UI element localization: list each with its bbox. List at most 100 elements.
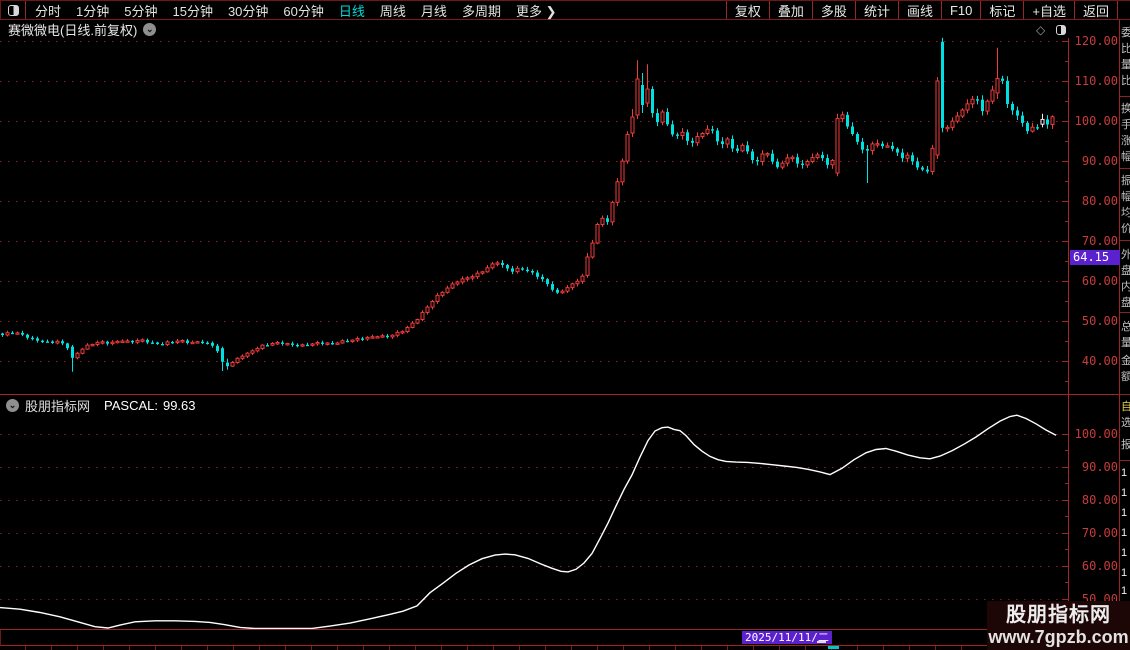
clipped-text-fragment: 1 bbox=[1121, 585, 1128, 597]
candle-body-up bbox=[955, 115, 960, 122]
clipped-marker bbox=[828, 646, 839, 649]
clipped-text-fragment: 幅 bbox=[1121, 152, 1130, 163]
half-filled-square-icon bbox=[7, 4, 19, 16]
toolbar-button[interactable]: 叠加 bbox=[768, 1, 812, 19]
candle-body-down bbox=[881, 143, 884, 147]
candle-body-down bbox=[666, 112, 669, 125]
candle-body-up bbox=[945, 126, 950, 130]
candle-body-down bbox=[651, 89, 654, 114]
candle-body-down bbox=[331, 343, 334, 345]
toolbar-button[interactable]: F10 bbox=[940, 1, 980, 19]
y-axis-label: 120.00 bbox=[1074, 34, 1118, 48]
candle-body-down bbox=[861, 141, 864, 150]
candle-body-down bbox=[531, 270, 534, 273]
candle-body-up bbox=[375, 336, 380, 339]
candle-body-down bbox=[526, 269, 529, 272]
candle-body-down bbox=[941, 41, 944, 128]
toolbar-button[interactable]: 统计 bbox=[854, 1, 898, 19]
candle-body-up bbox=[235, 357, 240, 363]
diamond-icon[interactable]: ◇ bbox=[1036, 23, 1046, 37]
candle-body-down bbox=[151, 342, 154, 344]
chart-titlebar: 赛微微电(日线.前复权) ⌄ ◇ bbox=[0, 20, 1130, 38]
candle-body-up bbox=[1030, 126, 1035, 132]
candle-body-down bbox=[536, 272, 539, 277]
chevron-down-circle-icon[interactable]: ⌄ bbox=[6, 398, 19, 412]
candle-body-up bbox=[190, 341, 195, 345]
candle-body-up bbox=[630, 116, 635, 134]
candle-body-up bbox=[355, 337, 360, 341]
candle-body-up bbox=[585, 256, 590, 276]
candle-body-up bbox=[125, 340, 130, 343]
period-tab[interactable]: 周线 bbox=[379, 3, 406, 19]
candle-body-up bbox=[445, 287, 450, 293]
candle-body-down bbox=[691, 140, 694, 143]
candle-body-up bbox=[765, 153, 770, 156]
clipped-text-fragment: 1 bbox=[1121, 487, 1128, 499]
candle-body-down bbox=[186, 340, 189, 343]
clipped-text-fragment: 1 bbox=[1121, 527, 1128, 539]
candle-body-down bbox=[386, 335, 389, 338]
candle-body-down bbox=[1026, 122, 1029, 132]
clipped-text-fragment: 选 bbox=[1121, 418, 1130, 429]
toolbar-button[interactable]: +自选 bbox=[1023, 1, 1074, 19]
y-axis-label: 80.00 bbox=[1081, 194, 1118, 208]
period-tab[interactable]: 5分钟 bbox=[124, 3, 158, 19]
candle-body-down bbox=[896, 148, 899, 153]
candle-body-down bbox=[291, 343, 294, 345]
candle-body-down bbox=[1016, 110, 1019, 116]
time-axis[interactable] bbox=[0, 629, 1130, 646]
candle-body-up bbox=[75, 352, 80, 359]
clipped-quote-strip[interactable]: 委比量比换手涨幅振幅均价外盘内盘总量金额自选报1111111 bbox=[1119, 0, 1130, 650]
candle-body-up bbox=[835, 118, 840, 174]
toolbar-button[interactable]: 标记 bbox=[980, 1, 1023, 19]
y-axis-label: 60.00 bbox=[1081, 559, 1118, 573]
candle-body-down bbox=[771, 153, 774, 162]
candle-body-up bbox=[285, 342, 290, 346]
period-tab[interactable]: 更多 ❯ bbox=[515, 3, 557, 19]
period-tab[interactable]: 分时 bbox=[35, 3, 62, 19]
candle-body-down bbox=[156, 342, 159, 344]
toolbar-button[interactable]: 多股 bbox=[811, 1, 855, 19]
window-layout-button[interactable] bbox=[1, 1, 26, 19]
half-filled-square-icon[interactable] bbox=[1056, 25, 1066, 37]
candle-body-down bbox=[346, 340, 349, 343]
candle-body-up bbox=[430, 300, 435, 308]
candle-body-down bbox=[1006, 80, 1009, 104]
period-tab[interactable]: 日线 bbox=[338, 3, 365, 19]
candle-body-down bbox=[106, 341, 109, 344]
candle-body-up bbox=[450, 283, 455, 289]
candle-body-down bbox=[606, 218, 609, 222]
period-tab[interactable]: 多周期 bbox=[461, 3, 501, 19]
period-tab[interactable]: 30分钟 bbox=[227, 3, 269, 19]
candle-body-up bbox=[180, 339, 185, 343]
candle-body-up bbox=[15, 332, 20, 335]
candle-body-down bbox=[776, 161, 779, 168]
candle-body-down bbox=[641, 85, 644, 105]
toolbar-button[interactable]: 画线 bbox=[897, 1, 941, 19]
clipped-text-fragment: 量 bbox=[1121, 338, 1130, 349]
candle-body-down bbox=[676, 134, 679, 136]
candle-body-up bbox=[935, 80, 940, 156]
toolbar-button[interactable]: 复权 bbox=[725, 1, 769, 19]
candle-body-down bbox=[36, 338, 39, 341]
chevron-down-circle-icon[interactable]: ⌄ bbox=[143, 22, 157, 36]
clipped-text-fragment: 内 bbox=[1121, 282, 1130, 293]
candle-body-down bbox=[856, 134, 859, 142]
candle-body-up bbox=[90, 343, 95, 347]
period-tab[interactable]: 月线 bbox=[420, 3, 447, 19]
period-tab[interactable]: 60分钟 bbox=[283, 3, 324, 19]
panel-divider[interactable] bbox=[0, 394, 1130, 395]
candle-body-up bbox=[565, 287, 570, 292]
clipped-text-fragment: 换 bbox=[1121, 104, 1130, 115]
candle-body-up bbox=[485, 267, 490, 273]
y-axis-label: 90.00 bbox=[1081, 460, 1118, 474]
period-tab[interactable]: 15分钟 bbox=[172, 3, 213, 19]
candle-body-up bbox=[960, 109, 965, 117]
clipped-text-fragment: 自 bbox=[1121, 402, 1130, 413]
candle-body-down bbox=[211, 342, 214, 346]
candle-body-up bbox=[415, 318, 420, 324]
period-tab[interactable]: 1分钟 bbox=[76, 3, 110, 19]
candle-body-up bbox=[590, 242, 595, 258]
toolbar-button[interactable]: 返回 bbox=[1073, 1, 1117, 19]
y-axis-label: 50.00 bbox=[1081, 314, 1118, 328]
